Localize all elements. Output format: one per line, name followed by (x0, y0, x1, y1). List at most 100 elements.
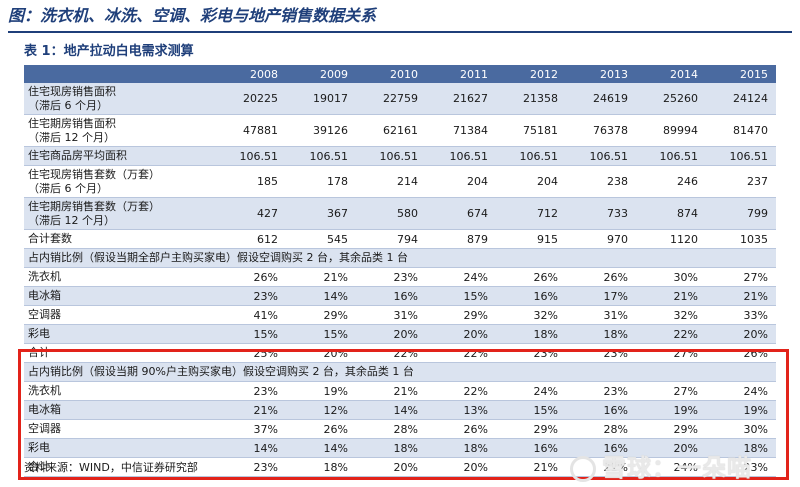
value-cell: 14% (286, 286, 356, 306)
value-cell: 21% (496, 457, 566, 477)
row-label: 电冰箱 (24, 400, 216, 420)
row-label: 住宅商品房平均面积 (24, 146, 216, 166)
table-row: 合计套数 612 545 794 879 915 970 1120 1035 (24, 229, 776, 249)
value-cell: 106.51 (566, 146, 636, 166)
year-header-row: 2008 2009 2010 2011 2012 2013 2014 2015 (24, 65, 776, 83)
value-cell: 185 (216, 165, 286, 198)
value-cell: 1035 (706, 229, 776, 249)
value-cell: 21% (286, 267, 356, 287)
value-cell: 23% (216, 286, 286, 306)
value-cell: 23% (706, 457, 776, 477)
row-label: 住宅期房销售面积 （滞后 12 个月） (24, 114, 216, 147)
table-row: 合计 25% 20% 22% 22% 23% 23% 27% 26% (24, 343, 776, 363)
value-cell: 20% (706, 324, 776, 344)
value-cell: 41% (216, 305, 286, 325)
value-cell: 26% (286, 419, 356, 439)
value-cell: 23% (566, 343, 636, 363)
table-row: 空调器 41% 29% 31% 29% 32% 31% 32% 33% (24, 305, 776, 325)
value-cell: 23% (356, 267, 426, 287)
value-cell: 24% (636, 457, 706, 477)
row-label-line: （滞后 12 个月） (28, 130, 115, 144)
year-header: 2014 (636, 65, 706, 83)
value-cell: 25% (216, 343, 286, 363)
year-header: 2010 (356, 65, 426, 83)
value-cell: 23% (216, 457, 286, 477)
value-cell: 75181 (496, 114, 566, 147)
row-label: 住宅期房销售套数（万套） （滞后 12 个月） (24, 197, 216, 230)
value-cell: 16% (566, 438, 636, 458)
value-cell: 30% (706, 419, 776, 439)
value-cell: 15% (286, 324, 356, 344)
value-cell: 29% (636, 419, 706, 439)
source-note: 资料来源：WIND，中信证券研究部 (24, 461, 198, 474)
table-row: 电冰箱 21% 12% 14% 13% 15% 16% 19% 19% (24, 400, 776, 420)
value-cell: 545 (286, 229, 356, 249)
value-cell: 246 (636, 165, 706, 198)
value-cell: 1120 (636, 229, 706, 249)
table-row: 住宅期房销售面积 （滞后 12 个月） 47881 39126 62161 71384 75… (24, 114, 776, 147)
row-label-line: 住宅期房销售面积 (28, 116, 116, 130)
value-cell: 14% (286, 438, 356, 458)
value-cell: 22% (356, 343, 426, 363)
value-cell: 367 (286, 197, 356, 230)
value-cell: 24% (426, 267, 496, 287)
section-header: 占内销比例（假设当期 90%户主购买家电）假设空调购买 2 台，其余品类 1 台 (24, 362, 776, 382)
row-label-line: （滞后 6 个月） (28, 181, 108, 195)
watermark: 雪球：一朵喵 (570, 451, 752, 485)
value-cell: 16% (566, 400, 636, 420)
value-cell: 21% (356, 381, 426, 401)
value-cell: 22% (636, 324, 706, 344)
value-cell: 37% (216, 419, 286, 439)
value-cell: 106.51 (426, 146, 496, 166)
watermark-text: 雪球：一朵喵 (602, 454, 752, 482)
value-cell: 27% (636, 343, 706, 363)
year-header: 2008 (216, 65, 286, 83)
row-label: 空调器 (24, 419, 216, 439)
value-cell: 18% (566, 324, 636, 344)
value-cell: 27% (636, 381, 706, 401)
row-label: 住宅现房销售套数（万套） （滞后 6 个月） (24, 165, 216, 198)
table-row: 彩电 15% 15% 20% 20% 18% 18% 22% 20% (24, 324, 776, 344)
value-cell: 204 (496, 165, 566, 198)
value-cell: 28% (356, 419, 426, 439)
row-label: 洗衣机 (24, 381, 216, 401)
row-label: 彩电 (24, 438, 216, 458)
value-cell: 18% (356, 438, 426, 458)
value-cell: 204 (426, 165, 496, 198)
table-row: 住宅商品房平均面积 106.51 106.51 106.51 106.51 106.51 1… (24, 146, 776, 166)
value-cell: 23% (566, 381, 636, 401)
value-cell: 19% (636, 400, 706, 420)
table-title: 表 1：地产拉动白电需求测算 (24, 44, 194, 59)
value-cell: 106.51 (356, 146, 426, 166)
title-divider (8, 31, 792, 33)
value-cell: 20% (426, 457, 496, 477)
table-row: 住宅现房销售套数（万套） （滞后 6 个月） 185 178 214 204 204 238 2… (24, 165, 776, 198)
value-cell: 30% (636, 267, 706, 287)
value-cell: 14% (356, 400, 426, 420)
value-cell: 21627 (426, 83, 496, 115)
value-cell: 31% (566, 305, 636, 325)
value-cell: 24619 (566, 83, 636, 115)
value-cell: 18% (706, 438, 776, 458)
value-cell: 16% (496, 438, 566, 458)
value-cell: 39126 (286, 114, 356, 147)
value-cell: 18% (286, 457, 356, 477)
table-row: 电冰箱 23% 14% 16% 15% 16% 17% 21% 21% (24, 286, 776, 306)
value-cell: 237 (706, 165, 776, 198)
value-cell: 20% (636, 438, 706, 458)
year-header: 2013 (566, 65, 636, 83)
table-row: 住宅现房销售面积 （滞后 6 个月） 20225 19017 22759 21627 213… (24, 83, 776, 115)
row-label-line: 住宅商品房平均面积 (28, 149, 127, 162)
value-cell: 18% (426, 438, 496, 458)
row-label: 空调器 (24, 305, 216, 325)
value-cell: 21358 (496, 83, 566, 115)
value-cell: 178 (286, 165, 356, 198)
value-cell: 22759 (356, 83, 426, 115)
year-header: 2009 (286, 65, 356, 83)
row-label-line: （滞后 6 个月） (28, 98, 108, 112)
header-corner (24, 65, 216, 83)
value-cell: 106.51 (706, 146, 776, 166)
value-cell: 874 (636, 197, 706, 230)
value-cell: 89994 (636, 114, 706, 147)
value-cell: 24% (496, 381, 566, 401)
